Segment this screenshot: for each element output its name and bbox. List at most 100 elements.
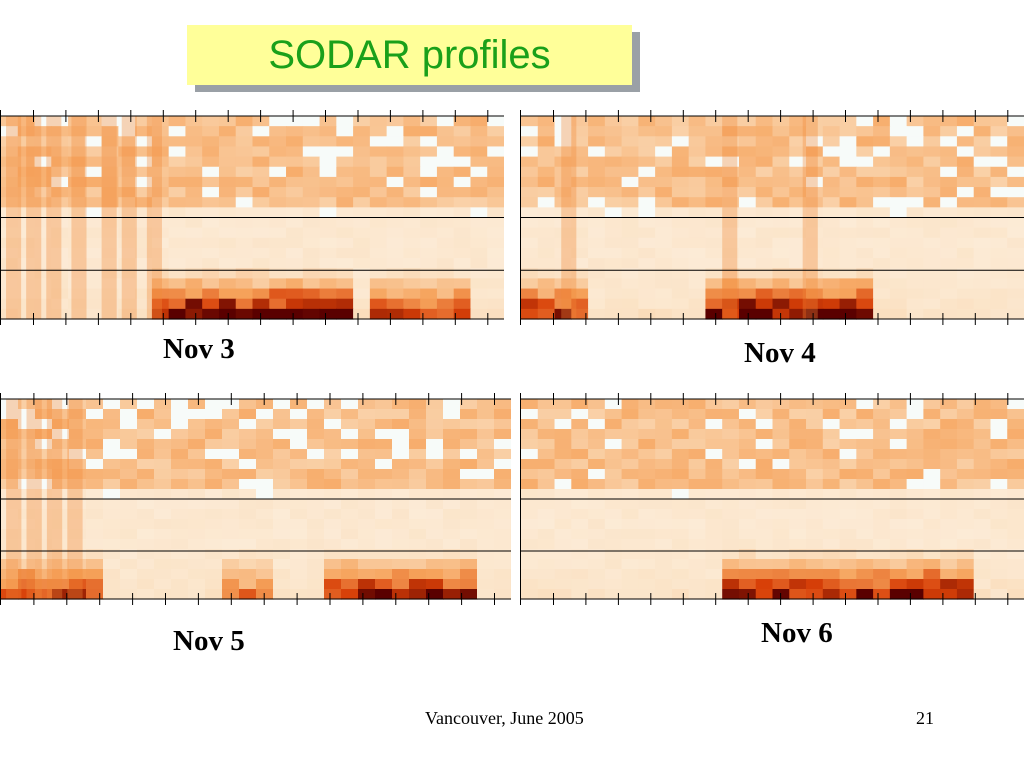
heatmap-cell [18, 579, 36, 590]
heatmap-cell [341, 499, 359, 510]
heatmap-cell [358, 449, 376, 460]
heatmap-cell [307, 549, 325, 560]
heatmap-cell [34, 268, 52, 279]
heatmap-cell [521, 449, 539, 460]
heatmap-cell [655, 519, 673, 530]
heatmap-cell [171, 589, 189, 600]
heatmap-cell [1, 217, 19, 229]
heatmap-cell [273, 479, 291, 490]
heatmap-cell [839, 469, 857, 480]
heatmap-cell [487, 197, 504, 208]
heatmap-cell [755, 499, 774, 510]
heatmap-cell [403, 207, 421, 219]
heatmap-cell [256, 569, 274, 580]
heatmap-cell [923, 559, 941, 570]
heatmap-cell [806, 187, 824, 198]
heatmap-cell [688, 258, 707, 269]
heatmap-cell [856, 559, 874, 570]
heatmap-cell [772, 509, 790, 520]
heatmap-cell [738, 187, 757, 198]
heatmap-cell [973, 146, 992, 158]
heatmap-cell [990, 207, 1008, 219]
heatmap-cell [571, 136, 589, 148]
heatmap-cell [235, 258, 254, 269]
heatmap-cell [68, 227, 86, 239]
heatmap-cell [738, 559, 757, 570]
heatmap-cell [655, 479, 673, 490]
heatmap-cell [273, 569, 291, 580]
heatmap-cell [269, 278, 287, 290]
heatmap-cell [889, 187, 908, 198]
heatmap-cell [324, 519, 342, 530]
heatmap-cell [1007, 539, 1024, 550]
heatmap-cell [906, 156, 924, 168]
heatmap-cell [789, 549, 807, 560]
heatmap-cell [477, 479, 495, 490]
heatmap-cell [460, 419, 478, 430]
heatmap-cell [604, 489, 623, 500]
heatmap-cell [571, 298, 589, 310]
heatmap-cell [120, 469, 138, 480]
heatmap-cell [68, 258, 86, 269]
heatmap-cell [554, 207, 572, 219]
heatmap-cell [973, 308, 992, 320]
heatmap-cell [655, 278, 673, 290]
heatmap-cell [772, 116, 790, 127]
heatmap-cell [839, 227, 857, 239]
heatmap-cell [839, 449, 857, 460]
heatmap-cell [705, 146, 723, 158]
heatmap-cell [839, 116, 857, 127]
heatmap-cell [923, 539, 941, 550]
heatmap-cell [973, 197, 992, 208]
heatmap-cell [604, 479, 623, 490]
heatmap-cell [722, 278, 740, 290]
heatmap-cell [588, 449, 606, 460]
heatmap-cell [420, 136, 438, 148]
heatmap-cell [722, 146, 740, 158]
heatmap-cell [521, 589, 539, 600]
heatmap-cell [68, 176, 86, 188]
heatmap-cell [137, 439, 155, 450]
heatmap-cell [51, 298, 69, 310]
heatmap-cell [889, 579, 908, 590]
heatmap-cell [324, 549, 342, 560]
heatmap-cell [358, 399, 376, 410]
heatmap-cell [494, 509, 511, 520]
heatmap-cell [873, 176, 891, 188]
heatmap-cell [336, 136, 354, 148]
heatmap-cell [426, 569, 444, 580]
heatmap-cell [494, 479, 511, 490]
heatmap-cell [168, 187, 187, 198]
heatmap-cell [235, 116, 254, 127]
heatmap-cell [956, 237, 975, 249]
heatmap-cell [554, 559, 572, 570]
heatmap-cell [688, 419, 707, 430]
heatmap-cell [705, 409, 723, 420]
heatmap-cell [1007, 439, 1024, 450]
heatmap-cell [171, 469, 189, 480]
heatmap-cell [923, 439, 941, 450]
heatmap-cell [789, 489, 807, 500]
heatmap-cell [688, 519, 707, 530]
heatmap-cell [638, 529, 656, 540]
heatmap-cell [906, 429, 924, 440]
heatmap-cell [588, 298, 606, 310]
heatmap-cell [1, 288, 19, 300]
heatmap-cell [571, 247, 589, 259]
heatmap-cell [386, 176, 404, 188]
heatmap-cell [420, 217, 438, 229]
heatmap-cell [671, 176, 690, 188]
heatmap-cell [604, 217, 623, 229]
heatmap-cell [392, 579, 410, 590]
heatmap-cell [839, 429, 857, 440]
heatmap-cell [1007, 126, 1024, 137]
heatmap-cell [286, 136, 304, 148]
heatmap-cell [772, 499, 790, 510]
heatmap-cell [856, 197, 874, 208]
heatmap-cell [705, 419, 723, 430]
heatmap-cell [470, 237, 488, 249]
heatmap-cell [307, 469, 325, 480]
heatmap-cell [494, 449, 511, 460]
heatmap-cell [755, 166, 774, 178]
heatmap-cell [990, 589, 1008, 600]
